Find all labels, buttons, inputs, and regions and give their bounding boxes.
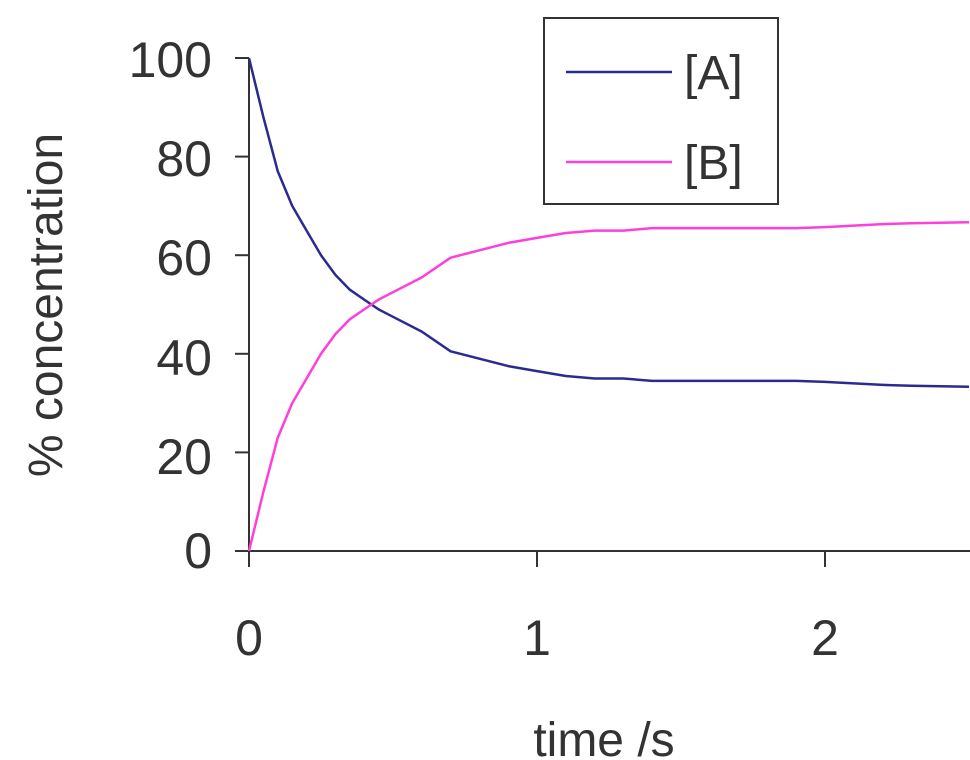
y-tick-label: 80 — [156, 131, 212, 187]
series-line-b — [247, 220, 970, 552]
legend-box — [543, 17, 779, 205]
legend-label-a: [A] — [684, 47, 743, 100]
y-tick-label: 40 — [156, 330, 212, 386]
y-axis-title: % concentration — [20, 133, 73, 477]
x-tick-label: 0 — [235, 610, 263, 666]
x-tick-label: 1 — [523, 610, 551, 666]
x-axis-title: time /s — [533, 714, 674, 760]
y-tick-label: 60 — [156, 230, 212, 286]
x-tick-marks — [248, 551, 826, 567]
y-tick-marks — [235, 57, 249, 552]
legend: [A] [B] — [543, 17, 779, 205]
x-tick-label: 2 — [811, 610, 839, 666]
legend-label-b: [B] — [684, 137, 743, 190]
y-tick-label: 100 — [129, 32, 212, 88]
y-tick-label: 0 — [184, 523, 212, 579]
series-line-a — [247, 57, 970, 389]
y-tick-label: 20 — [156, 429, 212, 485]
